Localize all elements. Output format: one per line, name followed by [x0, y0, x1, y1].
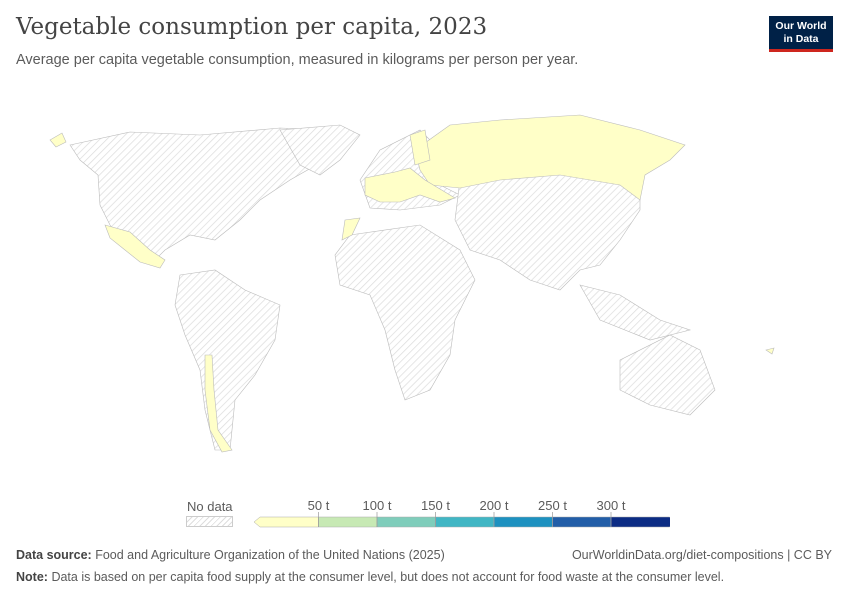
- legend-bin[interactable]: [493, 516, 553, 528]
- logo-line1: Our World: [775, 20, 827, 32]
- country-russia-chukotka[interactable]: [49, 132, 67, 148]
- chart-title: Vegetable consumption per capita, 2023: [16, 14, 488, 40]
- asia[interactable]: [454, 169, 641, 291]
- legend-bin[interactable]: [376, 516, 436, 528]
- chart-subtitle: Average per capita vegetable consumption…: [16, 52, 579, 68]
- legend-bin[interactable]: [435, 516, 495, 528]
- australia[interactable]: [619, 334, 716, 416]
- note-label: Note:: [16, 570, 48, 584]
- greenland[interactable]: [279, 124, 361, 176]
- source-text: Food and Agriculture Organization of the…: [95, 548, 445, 562]
- legend-tick-label: 200 t: [480, 498, 509, 513]
- logo-line2: in Data: [783, 33, 819, 45]
- legend-tick-label: 150 t: [421, 498, 450, 513]
- legend-tick-label: 50 t: [308, 498, 330, 513]
- africa[interactable]: [334, 224, 476, 401]
- country-morocco[interactable]: [341, 217, 361, 241]
- source-url[interactable]: OurWorldinData.org/diet-compositions | C…: [571, 548, 832, 562]
- legend-bin[interactable]: [318, 516, 378, 528]
- north-america[interactable]: [69, 127, 331, 266]
- legend-tick-label: 250 t: [538, 498, 567, 513]
- legend-tick-label: 100 t: [363, 498, 392, 513]
- legend-tick-label: 300 t: [597, 498, 626, 513]
- southeast-asia[interactable]: [579, 284, 692, 341]
- south-america[interactable]: [174, 269, 281, 451]
- countries-europe[interactable]: [364, 167, 456, 203]
- country-russia[interactable]: [414, 114, 686, 201]
- legend-bin[interactable]: [610, 516, 670, 528]
- country-new-caledonia[interactable]: [765, 347, 775, 355]
- color-legend: 50 t 100 t 150 t 200 t 250 t 300 t: [253, 498, 670, 528]
- data-source: Data source: Food and Agriculture Organi…: [16, 548, 445, 562]
- owid-logo[interactable]: Our World in Data: [769, 16, 833, 52]
- legend-no-data-swatch: [186, 516, 233, 527]
- countries-baltic-finland[interactable]: [409, 129, 431, 166]
- world-map: [49, 114, 775, 453]
- legend-no-data-label: No data: [187, 499, 233, 514]
- note: Note: Data is based on per capita food s…: [16, 570, 724, 584]
- note-text: Data is based on per capita food supply …: [51, 570, 725, 584]
- source-label: Data source:: [16, 548, 92, 562]
- country-mexico[interactable]: [104, 224, 166, 269]
- legend-bin[interactable]: [253, 516, 319, 528]
- country-chile[interactable]: [204, 354, 233, 453]
- legend-bin[interactable]: [552, 516, 612, 528]
